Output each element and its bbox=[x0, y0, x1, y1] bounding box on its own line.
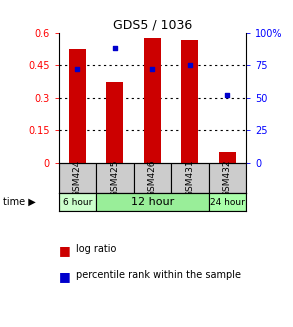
Point bbox=[150, 66, 155, 72]
Bar bbox=[181, 40, 198, 163]
Text: GSM431: GSM431 bbox=[185, 159, 194, 197]
Bar bbox=[171, 163, 209, 193]
Bar bbox=[96, 163, 134, 193]
Point bbox=[75, 66, 80, 72]
Bar bbox=[106, 82, 123, 163]
Text: 24 hour: 24 hour bbox=[210, 198, 245, 207]
Text: ■: ■ bbox=[59, 244, 70, 257]
Bar bbox=[134, 163, 171, 193]
Bar bbox=[96, 193, 209, 211]
Text: GSM426: GSM426 bbox=[148, 159, 157, 197]
Text: GSM424: GSM424 bbox=[73, 159, 82, 197]
Point bbox=[113, 46, 117, 51]
Title: GDS5 / 1036: GDS5 / 1036 bbox=[113, 19, 192, 31]
Bar bbox=[209, 193, 246, 211]
Text: 12 hour: 12 hour bbox=[131, 197, 174, 207]
Bar bbox=[59, 193, 96, 211]
Text: GSM432: GSM432 bbox=[223, 159, 232, 197]
Bar bbox=[209, 163, 246, 193]
Point bbox=[225, 93, 230, 98]
Text: GSM425: GSM425 bbox=[110, 159, 119, 197]
Text: ■: ■ bbox=[59, 270, 70, 283]
Text: time ▶: time ▶ bbox=[3, 197, 36, 207]
Bar bbox=[59, 163, 96, 193]
Text: percentile rank within the sample: percentile rank within the sample bbox=[76, 270, 241, 280]
Text: 6 hour: 6 hour bbox=[63, 198, 92, 207]
Bar bbox=[219, 152, 236, 163]
Bar bbox=[69, 49, 86, 163]
Point bbox=[188, 62, 192, 68]
Text: log ratio: log ratio bbox=[76, 244, 117, 254]
Bar bbox=[144, 38, 161, 163]
